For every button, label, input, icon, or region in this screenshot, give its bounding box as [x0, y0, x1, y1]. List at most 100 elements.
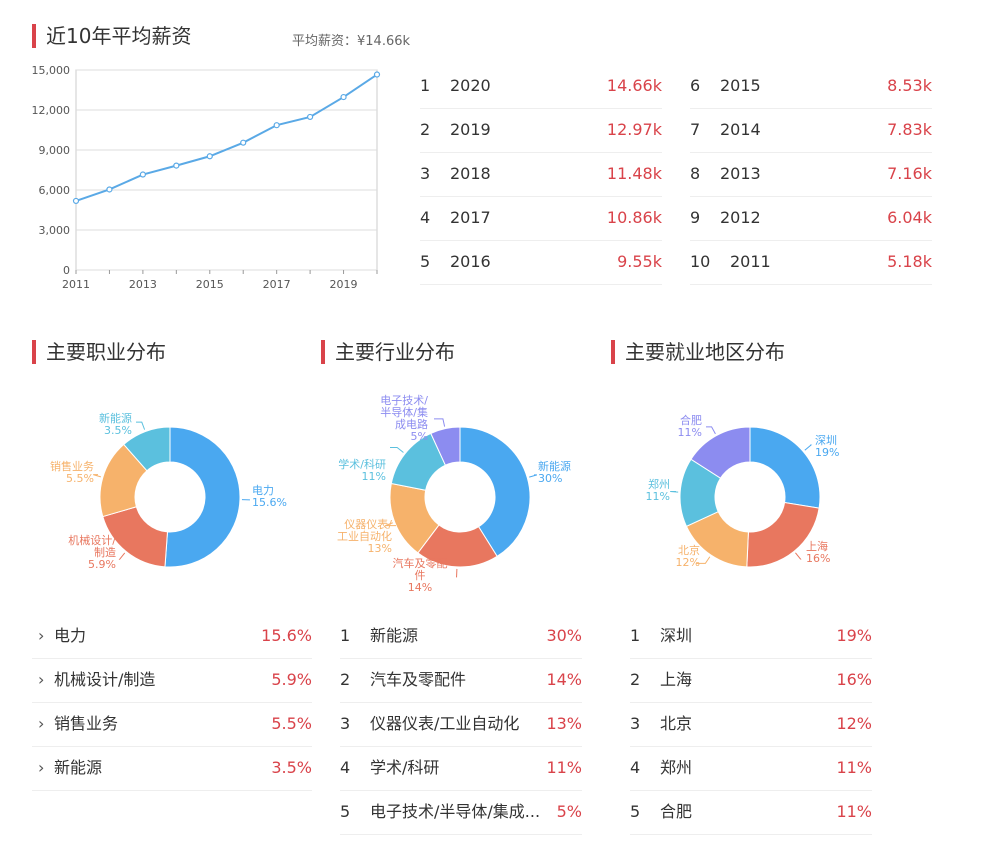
rank-number: 10	[690, 252, 711, 271]
donut-slice[interactable]	[164, 426, 241, 568]
year-label: 2014	[720, 120, 761, 139]
item-percentage: 5.9%	[271, 670, 312, 689]
item-percentage: 14%	[546, 670, 582, 689]
donut-slice[interactable]	[459, 426, 531, 558]
y-tick-label: 15,000	[32, 64, 71, 77]
salary-value: 6.04k	[887, 208, 932, 227]
item-name: 新能源	[370, 626, 419, 645]
list-item[interactable]: › 机械设计/制造 5.9%	[32, 658, 312, 703]
list-item[interactable]: 2 汽车及零配件 14%	[340, 658, 582, 703]
rank-number: 3	[630, 714, 641, 733]
label-leader-line	[670, 491, 679, 493]
salary-data-point[interactable]	[273, 122, 280, 129]
year-label: 2019	[450, 120, 491, 139]
title-accent-bar	[611, 340, 615, 364]
list-item[interactable]: 5 电子技术/半导体/集成... 5%	[340, 790, 582, 835]
label-leader-line	[136, 421, 146, 430]
item-percentage: 11%	[836, 802, 872, 821]
salary-data-point[interactable]	[106, 186, 113, 193]
region-title-text: 主要就业地区分布	[625, 340, 785, 364]
salary-rank-row: 1 2020 14.66k	[420, 64, 662, 109]
list-item[interactable]: › 销售业务 5.5%	[32, 702, 312, 747]
salary-data-point[interactable]	[72, 197, 80, 205]
item-percentage: 12%	[836, 714, 872, 733]
list-item[interactable]: 3 仪器仪表/工业自动化 13%	[340, 702, 582, 747]
donut-slice[interactable]	[690, 426, 751, 479]
list-item[interactable]: 4 郑州 11%	[630, 746, 872, 791]
list-item[interactable]: › 电力 15.6%	[32, 614, 312, 659]
salary-rank-row: 2 2019 12.97k	[420, 108, 662, 153]
donut-slice[interactable]	[123, 426, 171, 472]
salary-data-point[interactable]	[173, 162, 180, 169]
item-name: 郑州	[660, 758, 693, 777]
x-tick-label: 2019	[330, 278, 358, 291]
slice-label: 11%	[678, 426, 702, 439]
year-label: 2011	[730, 252, 771, 271]
item-percentage: 5.5%	[271, 714, 312, 733]
year-label: 2013	[720, 164, 761, 183]
chevron-right-icon: ›	[38, 714, 45, 733]
item-percentage: 11%	[546, 758, 582, 777]
label-leader-line	[696, 556, 711, 564]
item-name: 学术/科研	[370, 758, 440, 777]
label-leader-line	[93, 474, 102, 478]
list-item[interactable]: 3 北京 12%	[630, 702, 872, 747]
label-leader-line	[706, 426, 716, 435]
list-item[interactable]: 1 新能源 30%	[340, 614, 582, 659]
item-name: 机械设计/制造	[54, 670, 156, 689]
item-percentage: 5%	[556, 802, 582, 821]
rank-number: 3	[420, 164, 431, 183]
label-leader-line	[118, 552, 126, 560]
salary-rank-row: 9 2012 6.04k	[690, 196, 932, 241]
chevron-right-icon: ›	[38, 758, 45, 777]
year-label: 2017	[450, 208, 491, 227]
salary-value: 8.53k	[887, 76, 932, 95]
year-label: 2015	[720, 76, 761, 95]
slice-label: 14%	[408, 581, 432, 594]
label-leader-line	[804, 444, 813, 451]
item-percentage: 30%	[546, 626, 582, 645]
label-leader-line	[529, 474, 538, 478]
salary-data-point[interactable]	[240, 139, 247, 146]
salary-data-point[interactable]	[307, 113, 314, 121]
salary-value: 9.55k	[617, 252, 662, 271]
x-tick-label: 2015	[196, 278, 224, 291]
rank-number: 8	[690, 164, 701, 183]
salary-data-point[interactable]	[139, 171, 146, 178]
salary-rank-row: 10 2011 5.18k	[690, 240, 932, 285]
slice-label: 销售业务	[50, 459, 94, 473]
label-leader-line	[456, 568, 458, 578]
rank-number: 3	[340, 714, 351, 733]
list-item[interactable]: › 新能源 3.5%	[32, 746, 312, 791]
slice-label: 新能源	[99, 411, 132, 425]
salary-data-point[interactable]	[373, 71, 381, 78]
plot-frame	[75, 69, 378, 271]
occupation-section-title: 主要职业分布	[32, 340, 166, 364]
salary-data-point[interactable]	[206, 153, 213, 160]
item-name: 深圳	[660, 626, 693, 645]
item-name: 新能源	[54, 758, 103, 777]
item-percentage: 3.5%	[271, 758, 312, 777]
donut-slice[interactable]	[430, 426, 461, 466]
slice-label: 16%	[806, 552, 830, 565]
slice-label: 半导体/集	[380, 405, 428, 419]
slice-label: 成电路	[395, 418, 428, 431]
salary-data-point[interactable]	[340, 93, 347, 101]
donut-slice[interactable]	[749, 426, 821, 509]
label-leader-line	[385, 522, 396, 527]
list-item[interactable]: 5 合肥 11%	[630, 790, 872, 835]
slice-label: 工业自动化	[337, 529, 392, 543]
list-item[interactable]: 2 上海 16%	[630, 658, 872, 703]
salary-section-title: 近10年平均薪资	[32, 24, 191, 48]
rank-number: 9	[690, 208, 701, 227]
salary-line-chart: 0 3,000 6,000 9,000 12,000 15,000 2011 2013 2015…	[32, 64, 381, 291]
salary-value: 11.48k	[606, 164, 662, 183]
slice-label: 15.6%	[252, 496, 287, 509]
slice-label: 新能源	[538, 459, 571, 473]
rank-number: 2	[630, 670, 641, 689]
list-item[interactable]: 1 深圳 19%	[630, 614, 872, 659]
item-percentage: 16%	[836, 670, 872, 689]
rank-number: 7	[690, 120, 701, 139]
list-item[interactable]: 4 学术/科研 11%	[340, 746, 582, 791]
slice-label: 19%	[815, 446, 839, 459]
